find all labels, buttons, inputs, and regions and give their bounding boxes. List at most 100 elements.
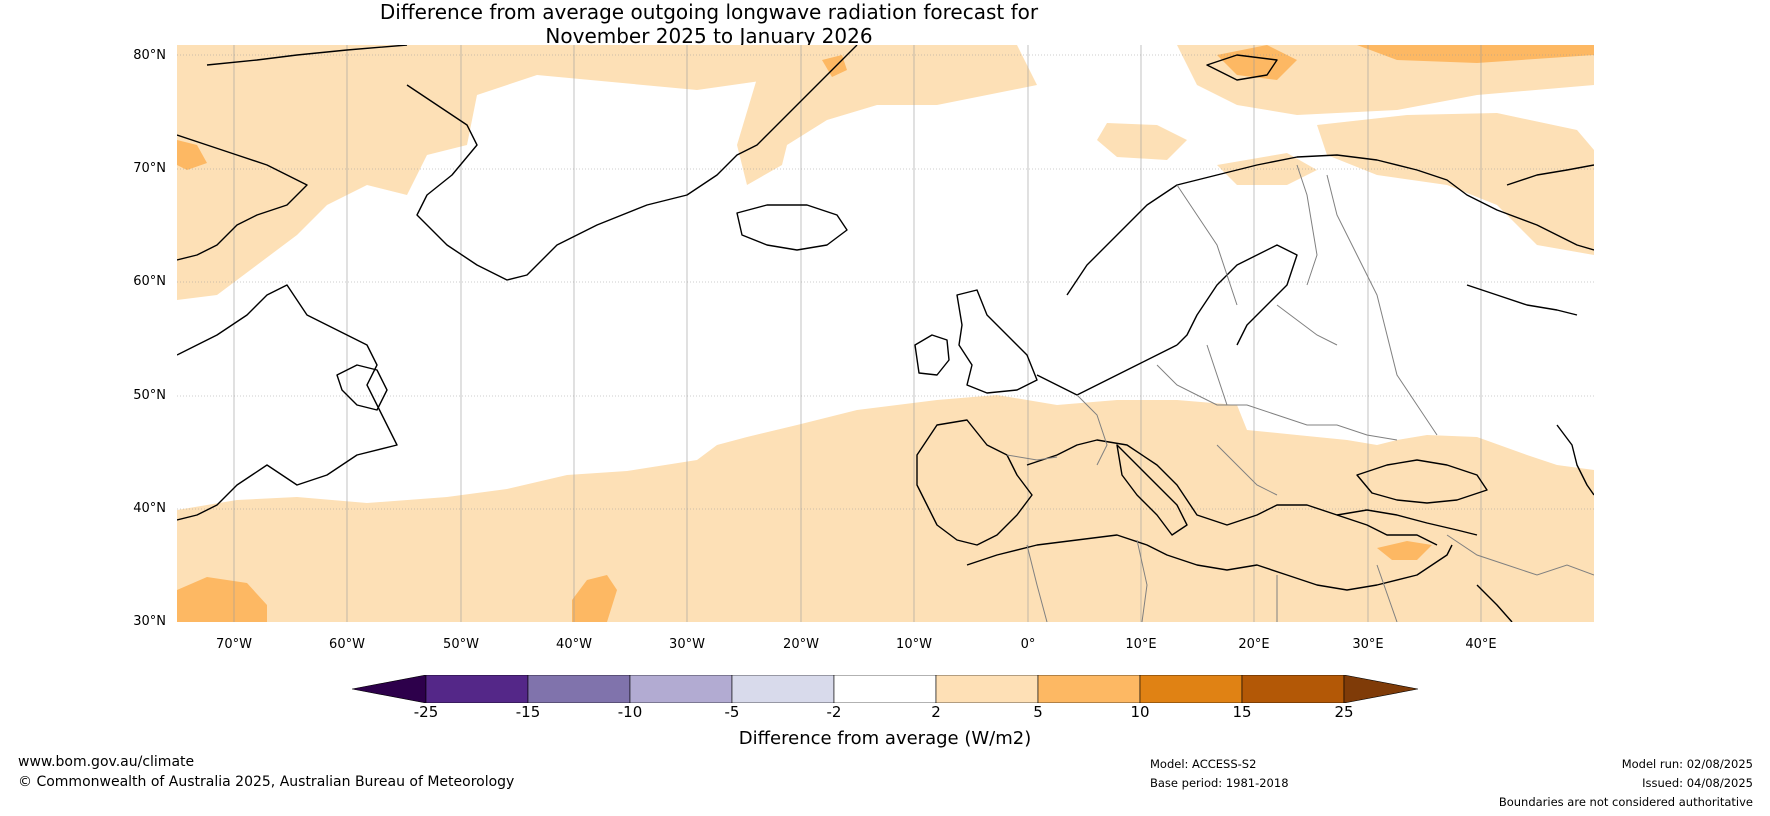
- lon-label-30e: 30°E: [1352, 637, 1384, 652]
- lon-label-10w: 10°W: [896, 637, 932, 652]
- coast-red-sea: [1476, 584, 1513, 622]
- lat-label-40n: 40°N: [133, 501, 166, 516]
- coast-north-africa: [966, 534, 1453, 591]
- border-north-africa: [1026, 539, 1398, 622]
- coastlines: [177, 45, 1594, 622]
- anomaly-region-barents: [1317, 113, 1594, 255]
- map-title: Difference from average outgoing longwav…: [0, 0, 1418, 48]
- coast-caspian-west: [1556, 424, 1594, 496]
- map-area: [177, 45, 1594, 622]
- coast-novaya-zemlya: [1506, 164, 1594, 186]
- border-finland: [1296, 164, 1318, 286]
- anomaly-region-norway-sea: [1097, 123, 1187, 160]
- anomaly-region-northwest: [177, 45, 767, 300]
- coast-turkey: [1336, 509, 1478, 536]
- map-svg: [177, 45, 1594, 622]
- colorbar-bin-2: [527, 675, 631, 703]
- anomaly-region-greenland-east: [737, 45, 1037, 185]
- footer-model: Model: ACCESS-S2: [1150, 757, 1257, 771]
- coast-black-sea: [1356, 459, 1488, 504]
- lat-label-60n: 60°N: [133, 274, 166, 289]
- lon-label-30w: 30°W: [669, 637, 705, 652]
- anomaly-patch-franz-josef: [1357, 45, 1594, 63]
- anomaly-patch-levant: [1377, 541, 1432, 560]
- colorbar-bin-3: [629, 675, 733, 703]
- lon-label-40w: 40°W: [556, 637, 592, 652]
- anomaly-patch-svalbard: [1217, 45, 1297, 80]
- colorbar-tick-9: 15: [1232, 703, 1252, 721]
- border-central-europe: [1156, 364, 1398, 441]
- colorbar-bin-5: [833, 675, 937, 703]
- lat-label-70n: 70°N: [133, 161, 166, 176]
- colorbar-bin-4: [731, 675, 835, 703]
- colorbar-bin-8: [1139, 675, 1243, 703]
- coast-greenland: [406, 45, 858, 281]
- footer-issued: Issued: 04/08/2025: [1642, 776, 1753, 790]
- lon-label-0: 0°: [1020, 637, 1036, 652]
- colorbar-bin-6: [935, 675, 1039, 703]
- border-germany-poland: [1206, 344, 1228, 406]
- colorbar-arrow-low: [352, 675, 427, 703]
- border-spain-france: [1006, 454, 1058, 461]
- colorbar-tick-3: -10: [617, 703, 643, 721]
- colorbar-tick-6: 2: [931, 703, 941, 721]
- border-france: [1076, 394, 1108, 466]
- lon-label-10e: 10°E: [1125, 637, 1157, 652]
- lat-label-80n: 80°N: [133, 48, 166, 63]
- colorbar-bin-9: [1241, 675, 1345, 703]
- coast-labrador: [177, 284, 398, 521]
- coast-iceland: [736, 204, 848, 251]
- coast-ireland: [914, 334, 950, 376]
- colorbar-tick-5: -2: [826, 703, 842, 721]
- coast-baltic: [1176, 244, 1298, 346]
- border-baltics: [1276, 304, 1338, 346]
- lat-label-50n: 50°N: [133, 388, 166, 403]
- anomaly-light-regions: [177, 45, 1594, 622]
- lon-label-50w: 50°W: [443, 637, 479, 652]
- colorbar-tick-10: 25: [1334, 703, 1354, 721]
- coast-scandinavia: [1066, 154, 1594, 296]
- border-russia-west: [1326, 174, 1438, 436]
- title-line-2: November 2025 to January 2026: [545, 24, 873, 48]
- coast-europe-west: [1036, 344, 1178, 396]
- coast-svalbard: [1206, 54, 1278, 81]
- title-line-1: Difference from average outgoing longwav…: [379, 0, 1039, 24]
- colorbar-tick-4: -5: [724, 703, 740, 721]
- colorbar-label: Difference from average (W/m2): [738, 728, 1032, 749]
- coast-russia-north: [1466, 284, 1578, 316]
- country-borders: [1006, 164, 1594, 622]
- coast-iberia: [916, 419, 1033, 546]
- lon-label-40e: 40°E: [1465, 637, 1497, 652]
- colorbar-tick-8: 10: [1130, 703, 1150, 721]
- coast-greenland-north: [206, 45, 408, 66]
- coast-newfoundland: [336, 364, 388, 411]
- graticule: [177, 45, 1594, 622]
- colorbar-tick-1: -25: [413, 703, 439, 721]
- lat-label-30n: 30°N: [133, 614, 166, 629]
- border-middle-east: [1446, 534, 1594, 576]
- border-balkans: [1216, 444, 1278, 496]
- footer-base-period: Base period: 1981-2018: [1150, 776, 1289, 790]
- border-sweden-norway: [1176, 184, 1238, 306]
- colorbar: [352, 675, 1418, 703]
- lon-label-70w: 70°W: [216, 637, 252, 652]
- coast-med-north: [1026, 439, 1438, 546]
- footer-model-run: Model run: 02/08/2025: [1621, 757, 1753, 771]
- colorbar-tick-2: -15: [515, 703, 541, 721]
- coast-britain: [956, 289, 1038, 394]
- anomaly-patch-labrador: [177, 140, 207, 170]
- lon-label-60w: 60°W: [329, 637, 365, 652]
- lon-label-20e: 20°E: [1238, 637, 1270, 652]
- anomaly-patch-atlantic: [572, 575, 617, 622]
- footer-copyright: © Commonwealth of Australia 2025, Austra…: [18, 774, 515, 790]
- anomaly-dark-regions: [177, 45, 1594, 622]
- colorbar-bin-7: [1037, 675, 1141, 703]
- colorbar-tick-7: 5: [1033, 703, 1043, 721]
- footer-disclaimer: Boundaries are not considered authoritat…: [1498, 795, 1753, 809]
- footer-website: www.bom.gov.au/climate: [18, 754, 195, 770]
- anomaly-region-south: [177, 395, 1594, 622]
- colorbar-arrow-high: [1343, 675, 1418, 703]
- anomaly-patch-southwest: [177, 577, 267, 622]
- colorbar-bin-1: [425, 675, 529, 703]
- coast-canada-arctic: [177, 134, 308, 261]
